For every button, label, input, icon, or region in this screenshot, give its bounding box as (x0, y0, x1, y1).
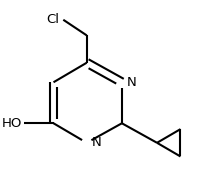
Text: N: N (127, 76, 137, 89)
Text: HO: HO (2, 117, 22, 130)
Text: Cl: Cl (46, 13, 59, 26)
Text: N: N (92, 136, 101, 149)
